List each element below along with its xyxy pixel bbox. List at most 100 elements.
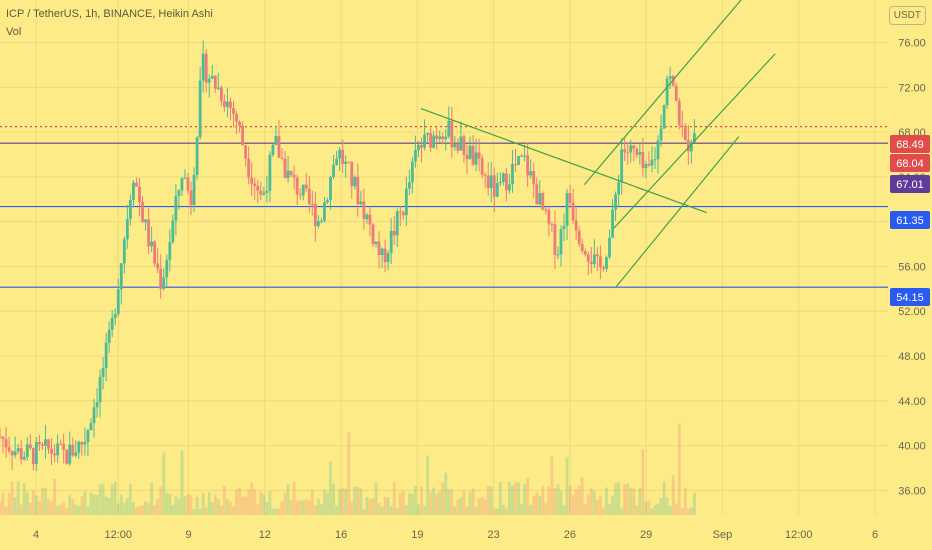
candle-body	[432, 135, 436, 148]
volume-bar	[608, 503, 611, 515]
candle-body	[320, 220, 323, 222]
candle-body	[677, 100, 681, 126]
volume-bar	[514, 482, 517, 515]
volume-bar	[620, 508, 624, 515]
candle-body	[514, 164, 517, 166]
volume-bar	[556, 484, 560, 515]
candle-body	[580, 243, 584, 251]
candle-body	[517, 156, 520, 165]
volume-bar	[222, 486, 226, 515]
volume-bar	[329, 461, 332, 515]
volume-bar	[226, 498, 229, 515]
volume-bar	[310, 489, 314, 515]
volume-bar	[38, 501, 41, 515]
volume-bar	[668, 505, 672, 515]
volume-bar	[259, 491, 263, 515]
volume-bar	[326, 492, 329, 515]
volume-bar	[110, 484, 114, 515]
volume-bar	[653, 505, 657, 515]
volume-bar	[174, 496, 178, 515]
volume-indicator-label: Vol	[6, 26, 22, 38]
volume-bar	[268, 491, 272, 515]
volume-bar	[471, 488, 475, 515]
currency-unit-button[interactable]: USDT	[888, 6, 926, 25]
candle-body	[177, 190, 181, 196]
candle-body	[398, 211, 402, 213]
volume-bar	[332, 483, 335, 515]
volume-bar	[505, 508, 508, 515]
candle-body	[274, 135, 278, 145]
volume-bar	[256, 504, 260, 515]
candle-body	[323, 202, 326, 221]
candle-body	[34, 441, 38, 465]
candle-body	[395, 211, 399, 236]
price-label-value: 61.35	[896, 215, 924, 227]
candle-body	[556, 254, 560, 256]
candle-body	[444, 136, 448, 140]
candle-body	[435, 135, 439, 140]
volume-bar	[693, 492, 696, 515]
volume-bar	[659, 498, 663, 515]
volume-bar	[277, 508, 281, 515]
volume-bar	[450, 488, 454, 515]
candle-body	[574, 220, 578, 231]
candle-body	[0, 436, 2, 438]
chart-title: ICP / TetherUS, 1h, BINANCE, Heikin Ashi	[6, 8, 213, 20]
time-tick-label: 26	[564, 529, 576, 541]
candle-body	[486, 175, 490, 189]
volume-bar	[550, 456, 554, 515]
candle-body	[219, 87, 223, 101]
volume-bar	[10, 481, 14, 515]
volume-bar	[317, 498, 320, 515]
volume-bar	[377, 502, 381, 515]
volume-bar	[501, 504, 505, 515]
volume-bar	[644, 501, 648, 515]
candle-body	[565, 193, 569, 226]
candle-body	[523, 155, 527, 157]
candle-body	[235, 113, 238, 122]
volume-bar	[359, 488, 363, 515]
volume-bar	[232, 506, 235, 515]
candle-body	[571, 202, 575, 221]
candle-body	[265, 190, 269, 193]
candle-body	[50, 448, 53, 454]
time-tick-label: 16	[335, 529, 347, 541]
candle-body	[474, 152, 478, 165]
candle-body	[462, 136, 466, 156]
volume-bar	[411, 493, 414, 515]
volume-bar	[125, 497, 129, 515]
candle-body	[389, 230, 393, 254]
candle-body	[10, 451, 14, 456]
candle-body	[674, 85, 678, 101]
candle-body	[538, 192, 542, 205]
volume-bar	[371, 497, 375, 515]
volume-bar	[674, 503, 678, 515]
volume-bar	[523, 484, 527, 515]
volume-bar	[307, 500, 311, 515]
candle-body	[535, 184, 539, 205]
volume-bar	[198, 508, 202, 515]
volume-bar	[171, 505, 175, 515]
volume-bar	[31, 489, 35, 515]
candle-body	[80, 441, 84, 445]
candle-body	[353, 176, 357, 187]
candle-body	[423, 134, 426, 148]
volume-bar	[435, 493, 439, 515]
candle-body	[362, 201, 366, 220]
volume-bar	[544, 503, 548, 515]
time-tick-label: 12:00	[785, 529, 813, 541]
candle-body	[47, 439, 50, 449]
volume-bar	[617, 481, 621, 515]
volume-bar	[168, 494, 172, 515]
candle-body	[632, 145, 636, 149]
volume-bar	[577, 485, 581, 515]
volume-bar	[159, 486, 163, 515]
time-tick-label: 4	[33, 529, 39, 541]
volume-bar	[165, 493, 169, 515]
price-tick-label: 76.00	[898, 38, 926, 50]
candle-body	[86, 430, 90, 442]
candle-body	[241, 125, 244, 146]
candle-body	[465, 155, 469, 160]
candle-body	[347, 161, 351, 163]
